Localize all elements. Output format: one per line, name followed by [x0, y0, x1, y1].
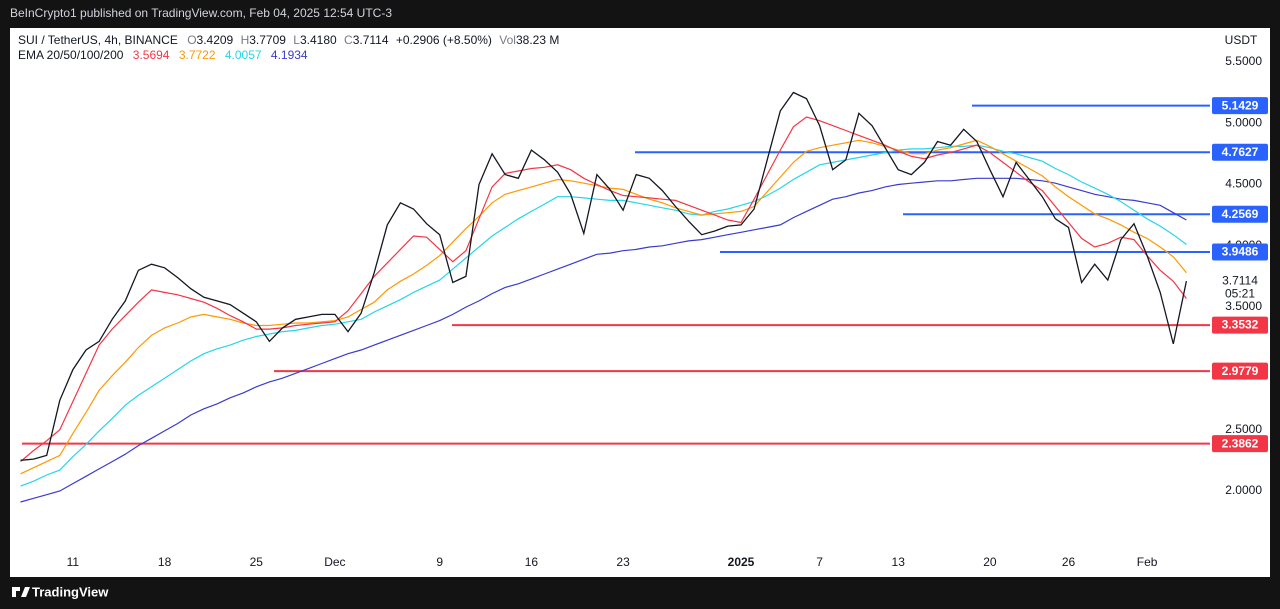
volume-label: Vol — [499, 33, 516, 47]
level-label: 4.7627 — [1222, 145, 1259, 159]
ohlc-label: O — [187, 33, 196, 47]
ema-line — [20, 177, 1187, 503]
price-axis: 5.50005.00004.50004.00003.50002.50002.00… — [1212, 54, 1268, 497]
ema-value: 4.0057 — [225, 48, 262, 62]
indicator-title: EMA 20/50/100/200 — [18, 48, 124, 62]
level-label: 4.2569 — [1222, 207, 1259, 221]
y-tick-label: 2.5000 — [1225, 422, 1262, 436]
level-label-box — [1212, 435, 1268, 453]
plot-area — [20, 91, 1210, 503]
volume-value: 38.23 M — [516, 33, 559, 47]
level-label-box — [1212, 143, 1268, 161]
level-label-box — [1212, 243, 1268, 261]
currency: USDT — [1225, 33, 1258, 47]
x-tick-label: 2025 — [728, 555, 755, 569]
ohlc-value: 3.7709 — [249, 33, 286, 47]
level-label: 3.3532 — [1222, 318, 1259, 332]
brand-logo — [12, 587, 30, 597]
ema-value: 3.7722 — [179, 48, 216, 62]
publisher-line: BeInCrypto1 published on TradingView.com… — [10, 6, 392, 20]
price-line — [20, 91, 1188, 461]
y-tick-label: 2.0000 — [1225, 483, 1262, 497]
level-label-box — [1212, 205, 1268, 223]
x-tick-label: Feb — [1137, 555, 1158, 569]
brand: TradingView — [32, 584, 109, 599]
x-tick-label: Dec — [324, 555, 345, 569]
level-label-box — [1212, 97, 1268, 115]
ohlc-value: 3.4209 — [197, 33, 234, 47]
level-label-box — [1212, 362, 1268, 380]
x-tick-label: 7 — [816, 555, 823, 569]
y-tick-label: 4.5000 — [1225, 177, 1262, 191]
x-tick-label: 9 — [436, 555, 443, 569]
level-label: 5.1429 — [1222, 98, 1259, 112]
x-tick-label: 26 — [1062, 555, 1076, 569]
countdown: 05:21 — [1225, 286, 1255, 300]
level-label: 2.9779 — [1222, 364, 1259, 378]
level-label-box — [1212, 316, 1268, 334]
change: +0.2906 (+8.50%) — [396, 33, 492, 47]
y-tick-label: 5.5000 — [1225, 54, 1262, 68]
symbol-legend: SUI / TetherUS, 4h, BINANCE O3.4209 H3.7… — [18, 33, 559, 47]
symbol: SUI / TetherUS, 4h, BINANCE — [18, 33, 178, 47]
x-tick-label: 25 — [250, 555, 264, 569]
ohlc-value: 3.4180 — [300, 33, 337, 47]
indicator-legend: EMA 20/50/100/200 3.5694 3.7722 4.0057 4… — [18, 48, 308, 62]
footer: TradingView — [12, 584, 109, 599]
ohlc-value: 3.7114 — [353, 33, 389, 47]
ohlc-label: H — [241, 33, 250, 47]
chart-panel — [10, 28, 1270, 577]
ema-line — [20, 116, 1187, 463]
ohlc-label: L — [293, 33, 300, 47]
level-label: 3.9486 — [1222, 245, 1259, 259]
x-tick-label: 13 — [892, 555, 906, 569]
x-tick-label: 18 — [158, 555, 172, 569]
x-tick-label: 20 — [983, 555, 997, 569]
x-tick-label: 23 — [616, 555, 630, 569]
x-tick-label: 11 — [67, 555, 80, 569]
last-price: 3.7114 — [1222, 273, 1258, 287]
ema-value: 4.1934 — [271, 48, 308, 62]
y-tick-label: 3.5000 — [1225, 299, 1262, 313]
y-tick-label: 5.0000 — [1225, 115, 1262, 129]
ema-value: 3.5694 — [133, 48, 170, 62]
ohlc-label: C — [344, 33, 353, 47]
x-tick-label: 16 — [525, 555, 539, 569]
level-label: 2.3862 — [1222, 436, 1259, 450]
